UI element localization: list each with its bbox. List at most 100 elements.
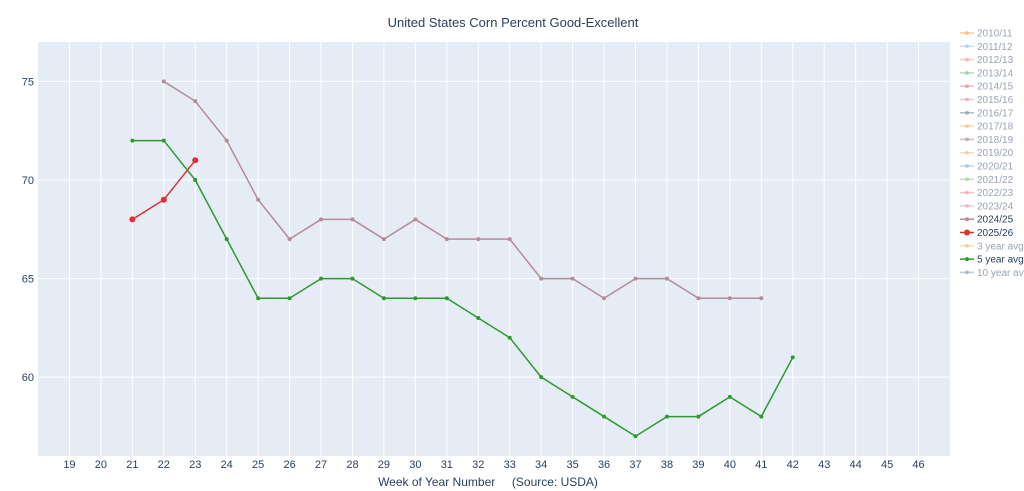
legend-swatch-marker <box>964 229 970 236</box>
data-point-5-year-avg <box>224 237 229 242</box>
series-line-5-year-avg <box>132 139 794 438</box>
data-point-2024-25 <box>444 237 449 242</box>
legend-item-2020-21[interactable]: 2020/21 <box>960 162 1014 173</box>
x-tick-label: 41 <box>755 459 767 471</box>
x-tick-label: 23 <box>189 459 201 471</box>
x-tick-label: 39 <box>692 459 704 471</box>
legend-item-2024-25[interactable]: 2024/25 <box>960 215 1014 226</box>
legend-swatch-marker <box>965 44 969 49</box>
legend-item-2012-13[interactable]: 2012/13 <box>960 55 1014 66</box>
x-axis-ticks: 19 20 21 22 23 24 25 26 27 28 29 30 31 32 33 34 35 36 37 38… <box>63 459 924 471</box>
legend-label: 2017/18 <box>977 122 1014 133</box>
x-tick-label: 19 <box>63 459 75 471</box>
y-axis-ticks: 60 65 70 75 <box>22 76 34 384</box>
legend-label: 2023/24 <box>977 201 1014 212</box>
data-point-5-year-avg <box>287 296 292 301</box>
data-point-2025-26 <box>129 216 136 223</box>
legend-item-2023-24[interactable]: 2023/24 <box>960 201 1014 212</box>
legend-swatch-marker <box>965 177 969 182</box>
x-tick-label: 24 <box>221 459 233 471</box>
x-tick-label: 37 <box>629 459 641 471</box>
data-point-2024-25 <box>759 296 764 301</box>
x-tick-label: 21 <box>126 459 138 471</box>
x-tick-label: 30 <box>409 459 421 471</box>
legend-item-2025-26[interactable]: 2025/26 <box>960 228 1014 239</box>
data-point-2024-25 <box>319 217 324 222</box>
chart-title: United States Corn Percent Good-Excellen… <box>388 15 639 30</box>
legend-item-2015-16[interactable]: 2015/16 <box>960 95 1014 106</box>
data-point-5-year-avg <box>319 276 324 281</box>
legend-item-2011-12[interactable]: 2011/12 <box>960 42 1013 53</box>
x-tick-label: 46 <box>912 459 924 471</box>
legend-label: 2024/25 <box>977 215 1014 226</box>
legend-label: 2011/12 <box>977 42 1013 53</box>
legend-swatch-marker <box>965 84 969 89</box>
y-tick-label: 65 <box>22 274 34 286</box>
data-point-5-year-avg <box>759 414 764 419</box>
data-point-5-year-avg <box>507 335 512 340</box>
legend-label: 2015/16 <box>977 95 1014 106</box>
x-tick-label: 40 <box>724 459 736 471</box>
legend-label: 10 year avg <box>977 268 1024 279</box>
data-point-5-year-avg <box>444 296 449 301</box>
data-point-2024-25 <box>287 237 292 242</box>
legend-swatch-marker <box>965 257 969 262</box>
series-line-2024-25 <box>163 80 762 300</box>
data-point-2024-25 <box>570 276 575 281</box>
legend-label: 2014/15 <box>977 82 1014 93</box>
legend-item-2016-17[interactable]: 2016/17 <box>960 108 1014 119</box>
data-point-2025-26 <box>160 196 167 203</box>
legend-swatch-marker <box>965 164 969 168</box>
legend-label: 2019/20 <box>977 148 1014 159</box>
legend-swatch-marker <box>965 57 969 62</box>
legend-item-2018-19[interactable]: 2018/19 <box>960 135 1014 146</box>
y-tick-label: 70 <box>22 175 34 187</box>
data-point-5-year-avg <box>539 375 544 380</box>
data-point-2024-25 <box>256 197 261 202</box>
legend-label: 2016/17 <box>977 108 1014 119</box>
legend-item-2013-14[interactable]: 2013/14 <box>960 68 1014 79</box>
legend-item-2010-11[interactable]: 2010/11 <box>960 29 1013 40</box>
data-point-5-year-avg <box>790 355 795 360</box>
data-point-2024-25 <box>507 237 512 242</box>
legend-label: 2012/13 <box>977 55 1014 66</box>
data-point-2024-25 <box>381 237 386 242</box>
data-point-5-year-avg <box>413 296 418 301</box>
x-tick-label: 26 <box>283 459 295 471</box>
y-tick-label: 75 <box>22 76 34 88</box>
data-point-2024-25 <box>193 99 198 104</box>
data-point-2024-25 <box>224 138 229 143</box>
data-point-5-year-avg <box>350 276 355 281</box>
legend-item-10-year-avg[interactable]: 10 year avg <box>960 268 1024 279</box>
legend-swatch-marker <box>965 150 969 155</box>
legend-item-2022-23[interactable]: 2022/23 <box>960 188 1014 199</box>
data-point-2024-25 <box>696 296 701 301</box>
data-point-2024-25 <box>664 276 669 281</box>
data-point-5-year-avg <box>381 296 386 301</box>
data-point-5-year-avg <box>696 414 701 419</box>
x-tick-label: 28 <box>346 459 358 471</box>
legend-swatch-marker <box>965 137 969 142</box>
series-lines <box>129 79 795 439</box>
legend-item-2017-18[interactable]: 2017/18 <box>960 122 1014 133</box>
legend-item-2014-15[interactable]: 2014/15 <box>960 82 1014 93</box>
x-tick-label: 38 <box>661 459 673 471</box>
legend-item-3-year-avg[interactable]: 3 year avg <box>960 241 1024 252</box>
data-point-5-year-avg <box>727 394 732 399</box>
legend-label: 5 year avg <box>977 255 1024 266</box>
y-tick-label: 60 <box>22 372 34 384</box>
legend-label: 2013/14 <box>977 68 1014 79</box>
legend-item-5-year-avg[interactable]: 5 year avg <box>960 255 1024 266</box>
legend[interactable]: 2010/11 2011/12 2012/13 2013/14 2014/15 2015/… <box>960 29 1024 279</box>
data-point-2024-25 <box>727 296 732 301</box>
data-point-5-year-avg <box>570 394 575 399</box>
x-tick-label: 44 <box>850 459 862 471</box>
data-point-2025-26 <box>192 157 199 164</box>
legend-item-2021-22[interactable]: 2021/22 <box>960 175 1014 186</box>
legend-label: 2020/21 <box>977 162 1014 173</box>
gridlines <box>38 42 950 456</box>
legend-swatch-marker <box>965 97 969 102</box>
legend-swatch-marker <box>965 270 969 275</box>
legend-item-2019-20[interactable]: 2019/20 <box>960 148 1014 159</box>
legend-swatch-marker <box>965 243 969 248</box>
